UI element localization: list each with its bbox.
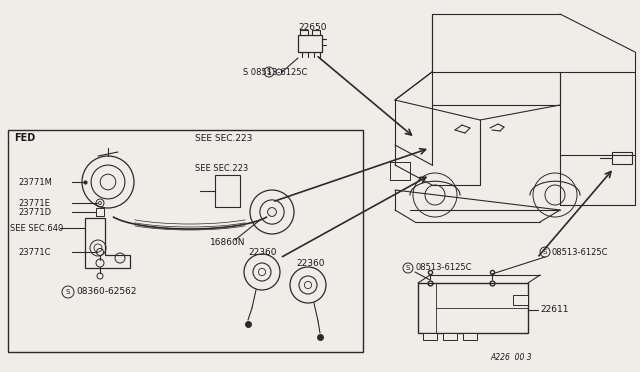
Text: 22360: 22360 (296, 260, 324, 269)
Bar (443, 333, 457, 340)
Bar (418, 283, 528, 333)
Text: S: S (267, 69, 271, 75)
Bar (312, 30, 320, 35)
Text: 23771M: 23771M (18, 177, 52, 186)
Text: 22650: 22650 (298, 22, 326, 32)
Bar (463, 333, 477, 340)
Text: 22360: 22360 (248, 247, 276, 257)
Text: 08360-62562: 08360-62562 (76, 288, 136, 296)
Text: 08513-6125C: 08513-6125C (415, 263, 472, 273)
Text: 23771D: 23771D (18, 208, 51, 217)
Text: S: S (543, 249, 547, 255)
Text: A226  00 3: A226 00 3 (490, 353, 532, 362)
Text: 23771E: 23771E (18, 199, 50, 208)
Text: S: S (406, 265, 410, 271)
Text: 16860N: 16860N (210, 237, 246, 247)
Text: S 08513-6125C: S 08513-6125C (243, 67, 307, 77)
Text: 23771C: 23771C (18, 247, 51, 257)
Bar (96, 208, 104, 216)
Bar (215, 175, 240, 207)
Text: S: S (66, 289, 70, 295)
Bar (513, 295, 528, 305)
Bar (390, 162, 410, 180)
Text: FED: FED (14, 133, 35, 143)
Text: 22611: 22611 (540, 305, 568, 314)
Bar (300, 30, 308, 35)
Bar (612, 152, 632, 164)
Text: SEE SEC.223: SEE SEC.223 (195, 164, 248, 173)
Text: 08513-6125C: 08513-6125C (552, 247, 609, 257)
Bar (8, 130, 363, 352)
Text: SEE SEC.640: SEE SEC.640 (10, 224, 63, 232)
Bar (298, 35, 322, 52)
Bar (423, 333, 437, 340)
Text: SEE SEC.223: SEE SEC.223 (195, 134, 252, 142)
